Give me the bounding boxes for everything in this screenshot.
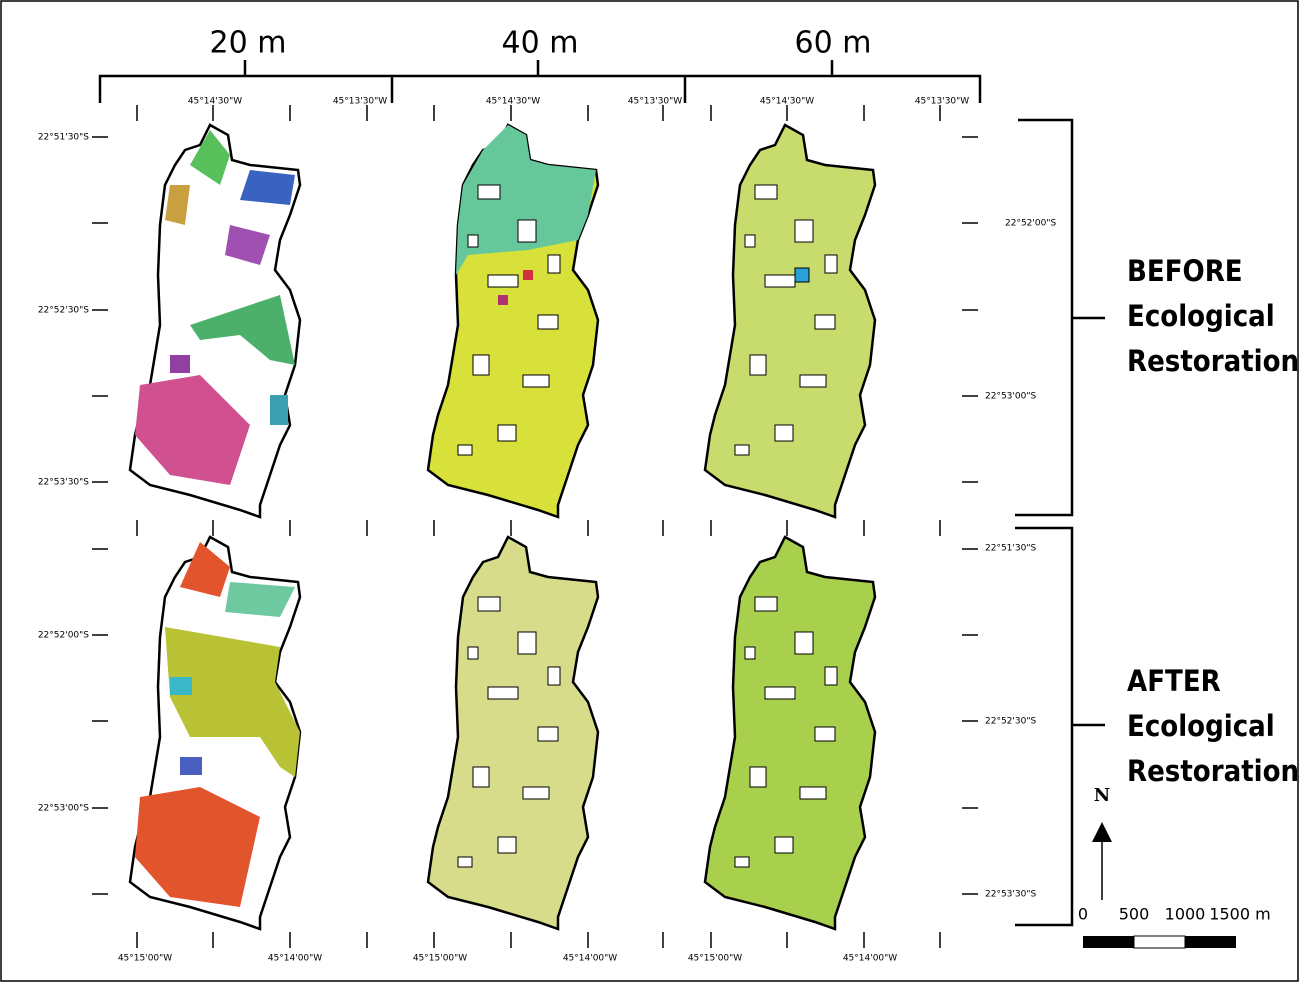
longitude-label: 45°14'30"W [760,97,814,107]
row-label: Ecological [1127,709,1275,743]
longitude-label: 45°14'00"W [563,954,617,964]
column-title: 20 m [210,26,287,61]
longitude-label: 45°15'00"W [118,954,172,964]
scale-label: 1000 [1165,905,1206,924]
longitude-label: 45°14'00"W [268,954,322,964]
map [130,537,300,929]
latitude-label: 22°52'00"S [1005,219,1056,229]
row-label: AFTER [1127,664,1221,698]
row-label: Restoration [1127,754,1299,788]
north-arrow [1092,822,1112,900]
longitude-label: 45°15'00"W [413,954,467,964]
latitude-label: 22°53'30"S [985,890,1036,900]
map [130,125,300,517]
longitude-label: 45°14'30"W [188,97,242,107]
maps [130,125,875,929]
latitude-label: 22°52'30"S [38,306,89,316]
column-title: 40 m [502,26,579,61]
row-label: Ecological [1127,299,1275,333]
longitude-label: 45°13'30"W [333,97,387,107]
map [428,125,598,517]
row-label: Restoration [1127,344,1299,378]
north-label: N [1094,785,1110,806]
scale-label: 500 [1119,905,1150,924]
longitude-label: 45°13'30"W [915,97,969,107]
scale-label: 0 [1078,905,1088,924]
map [428,537,598,929]
latitude-label: 22°51'30"S [985,544,1036,554]
latitude-label: 22°52'00"S [38,631,89,641]
map [705,537,875,929]
latitude-label: 22°53'00"S [38,804,89,814]
longitude-label: 45°14'30"W [486,97,540,107]
latitude-label: 22°53'30"S [38,478,89,488]
longitude-label: 45°14'00"W [843,954,897,964]
column-title: 60 m [795,26,872,61]
scale-bar [1083,936,1236,948]
row-label: BEFORE [1127,254,1243,288]
latitude-label: 22°51'30"S [38,133,89,143]
map [705,125,875,517]
figure: 20 m 40 m 60 m 45°14'30"W 45°13'30"W 45°14'30… [0,0,1299,982]
scale-label: 1500 m [1209,905,1270,924]
longitude-label: 45°15'00"W [688,954,742,964]
latitude-label: 22°53'00"S [985,392,1036,402]
longitude-label: 45°13'30"W [628,97,682,107]
latitude-label: 22°52'30"S [985,717,1036,727]
